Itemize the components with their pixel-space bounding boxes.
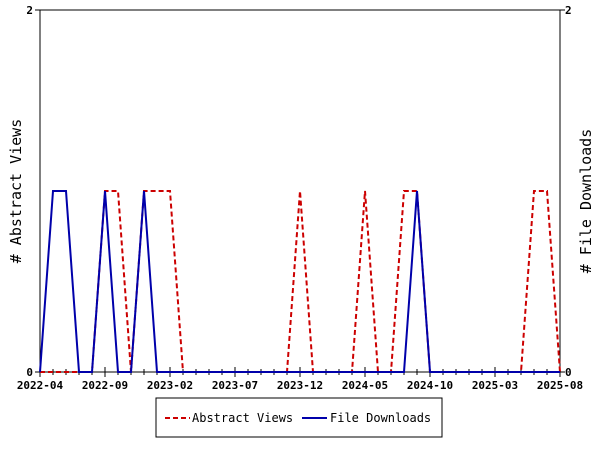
x-tick-label: 2025-03 <box>472 379 518 392</box>
x-tick-label: 2024-10 <box>407 379 453 392</box>
legend: Abstract Views File Downloads <box>155 397 443 438</box>
legend-box <box>155 397 443 438</box>
y-right-tick-label: 2 <box>565 4 572 17</box>
x-tick-label: 2024-05 <box>342 379 388 392</box>
legend-label-file-downloads: File Downloads <box>330 411 431 425</box>
series-line-file-downloads <box>39 190 560 373</box>
x-tick-label: 2022-04 <box>17 379 64 392</box>
y-left-tick-label: 0 <box>26 366 33 379</box>
x-tick-label: 2023-12 <box>277 379 323 392</box>
y-axis-title-right: # File Downloads <box>577 129 595 274</box>
x-tick-label: 2023-02 <box>147 379 193 392</box>
series-layer <box>39 190 561 373</box>
y-right-tick-label: 0 <box>565 366 572 379</box>
y-axis-title-left: # Abstract Views <box>7 119 25 264</box>
y-left-tick-label: 2 <box>26 4 33 17</box>
x-tick-label: 2023-07 <box>212 379 258 392</box>
plot-area <box>39 9 561 373</box>
legend-label-abstract-views: Abstract Views <box>192 411 293 425</box>
x-tick-label: 2022-09 <box>82 379 128 392</box>
x-tick-label: 2025-08 <box>537 379 583 392</box>
x-axis-ticks: 2022-04 2022-09 2023-02 2023-07 2023-12 2024-… <box>17 367 583 392</box>
